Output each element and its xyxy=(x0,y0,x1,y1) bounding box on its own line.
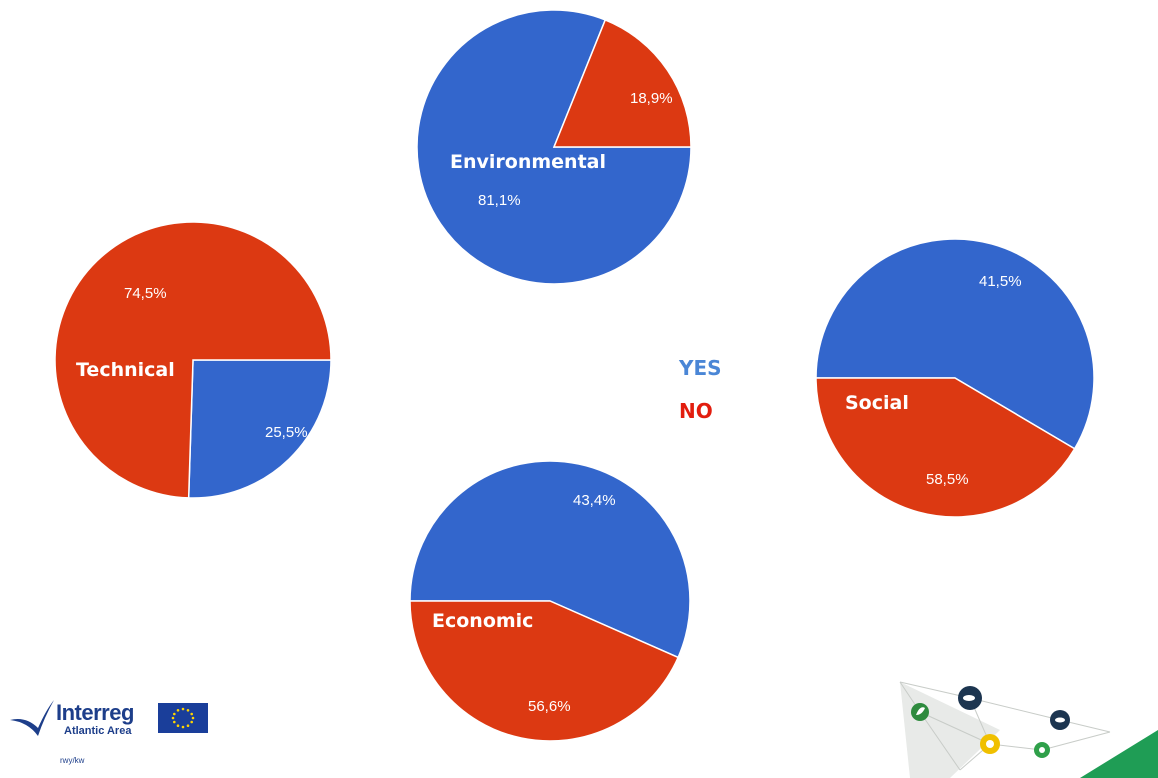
logo-wordmark: Interreg xyxy=(56,700,134,725)
pie-environmental: 81,1% 18,9% Environmental xyxy=(416,9,692,285)
slice-label-yes: 25,5% xyxy=(265,424,308,441)
slice-label-no: 43,4% xyxy=(573,492,616,509)
pie-slice-no xyxy=(552,18,692,148)
pie-technical: 25,5% 74,5% Technical xyxy=(54,221,332,499)
pie-title: Environmental xyxy=(450,151,606,173)
plant-icon xyxy=(1034,742,1050,758)
pie-slice-no xyxy=(54,221,332,499)
slice-label-no: 74,5% xyxy=(124,285,167,302)
interreg-logo: Interreg Atlantic Area rwy/kw xyxy=(8,698,208,768)
slice-label-yes: 56,6% xyxy=(528,698,571,715)
swoosh-icon xyxy=(10,700,54,736)
legend-no: NO xyxy=(679,399,713,423)
pie-slice-yes xyxy=(187,359,332,499)
pie-slice-no xyxy=(409,600,680,742)
logo-footnote: rwy/kw xyxy=(60,756,85,765)
pie-slice-no xyxy=(815,377,1076,518)
eu-flag-icon xyxy=(158,703,208,733)
slice-label-yes: 81,1% xyxy=(478,192,521,209)
slice-label-no: 18,9% xyxy=(630,90,673,107)
pie-title: Social xyxy=(845,392,909,414)
legend-yes: YES xyxy=(679,356,722,380)
leaf-icon xyxy=(911,703,929,721)
pie-title: Technical xyxy=(76,359,175,381)
pie-slice-yes xyxy=(815,238,1095,450)
logo-subtitle: Atlantic Area xyxy=(64,725,132,737)
pie-economic: 56,6% 43,4% Economic xyxy=(409,460,691,742)
fish-icon xyxy=(1050,710,1070,730)
network-graphic xyxy=(899,681,1158,778)
slice-label-no: 41,5% xyxy=(979,273,1022,290)
fish-icon xyxy=(958,686,982,710)
sun-icon xyxy=(980,734,1000,754)
pie-title: Economic xyxy=(432,610,533,632)
slice-label-yes: 58,5% xyxy=(926,471,969,488)
pie-slice-yes xyxy=(409,460,691,659)
pie-social: 58,5% 41,5% Social xyxy=(815,238,1095,518)
